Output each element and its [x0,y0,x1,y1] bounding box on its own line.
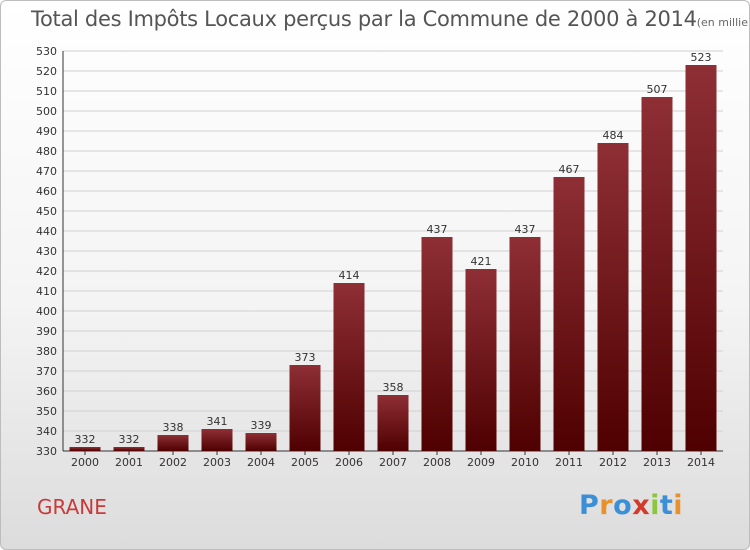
bar-2011[interactable] [553,177,585,451]
data-label-2008: 437 [427,223,448,236]
x-tick-label: 2014 [687,456,715,469]
logo-letter: o [613,490,633,521]
y-tick-label: 350 [36,405,57,418]
y-tick-label: 530 [36,45,57,58]
chart-unit: (en milliers d'€) [696,16,749,29]
commune-name: GRANE [37,495,107,519]
bar-2004[interactable] [245,433,277,451]
data-label-2010: 437 [515,223,536,236]
y-tick-label: 450 [36,205,57,218]
y-tick-label: 400 [36,305,57,318]
x-tick-label: 2011 [555,456,583,469]
x-tick-label: 2007 [379,456,407,469]
data-label-2001: 332 [119,433,140,446]
data-label-2007: 358 [383,381,404,394]
bar-2002[interactable] [157,435,189,451]
data-label-2009: 421 [471,255,492,268]
y-tick-label: 410 [36,285,57,298]
proxiti-logo[interactable]: Proxiti [579,490,683,521]
x-axis: 2000 2001 2002 2003 2004 2005 2006 2007 2008 2009… [71,451,715,469]
y-tick-label: 420 [36,265,57,278]
data-label-2004: 339 [251,419,272,432]
y-tick-label: 440 [36,225,57,238]
data-labels: 332 332 338 341 339 373 414 358 437 421 437 467 484 5… [75,51,712,446]
logo-letter: t [659,490,674,521]
logo-letter: i [673,490,684,521]
bar-2012[interactable] [597,143,629,451]
bar-2010[interactable] [509,237,541,451]
data-label-2000: 332 [75,433,96,446]
x-tick-label: 2006 [335,456,363,469]
y-tick-label: 390 [36,325,57,338]
x-tick-label: 2012 [599,456,627,469]
x-tick-label: 2000 [71,456,99,469]
data-label-2013: 507 [647,83,668,96]
logo-letter: r [599,490,614,521]
bar-2006[interactable] [333,283,365,451]
data-label-2011: 467 [559,163,580,176]
logo-letter: i [650,490,660,521]
y-tick-label: 360 [36,385,57,398]
y-tick-label: 340 [36,425,57,438]
logo-letter: x [632,490,651,521]
bar-2001[interactable] [113,447,145,451]
x-tick-label: 2002 [159,456,187,469]
y-tick-label: 330 [36,445,57,458]
x-tick-label: 2004 [247,456,275,469]
y-tick-label: 520 [36,65,57,78]
y-tick-label: 370 [36,365,57,378]
y-tick-label: 490 [36,125,57,138]
y-tick-label: 460 [36,185,57,198]
data-label-2003: 341 [207,415,228,428]
x-tick-label: 2005 [291,456,319,469]
chart-title-text: Total des Impôts Locaux perçus par la Co… [31,7,697,31]
bar-2005[interactable] [289,365,321,451]
y-axis: 330 340 350 360 370 380 390 400 410 420 430 440 450 4… [36,45,723,458]
x-tick-label: 2009 [467,456,495,469]
x-tick-label: 2003 [203,456,231,469]
bar-2008[interactable] [421,237,453,451]
data-label-2006: 414 [339,269,360,282]
x-tick-label: 2001 [115,456,143,469]
x-tick-label: 2013 [643,456,671,469]
y-tick-label: 480 [36,145,57,158]
data-label-2012: 484 [603,129,624,142]
chart-title: Total des Impôts Locaux perçus par la Co… [31,7,749,31]
bar-2013[interactable] [641,97,673,451]
y-tick-label: 430 [36,245,57,258]
bars [69,65,717,451]
logo-letter: P [579,490,600,521]
data-label-2014: 523 [691,51,712,64]
bar-2009[interactable] [465,269,497,451]
y-tick-label: 500 [36,105,57,118]
y-tick-label: 510 [36,85,57,98]
bar-2007[interactable] [377,395,409,451]
x-tick-label: 2010 [511,456,539,469]
bar-2014[interactable] [685,65,717,451]
data-label-2005: 373 [295,351,316,364]
y-tick-label: 380 [36,345,57,358]
data-label-2002: 338 [163,421,184,434]
bar-2000[interactable] [69,447,101,451]
bar-2003[interactable] [201,429,233,451]
y-tick-label: 470 [36,165,57,178]
x-tick-label: 2008 [423,456,451,469]
